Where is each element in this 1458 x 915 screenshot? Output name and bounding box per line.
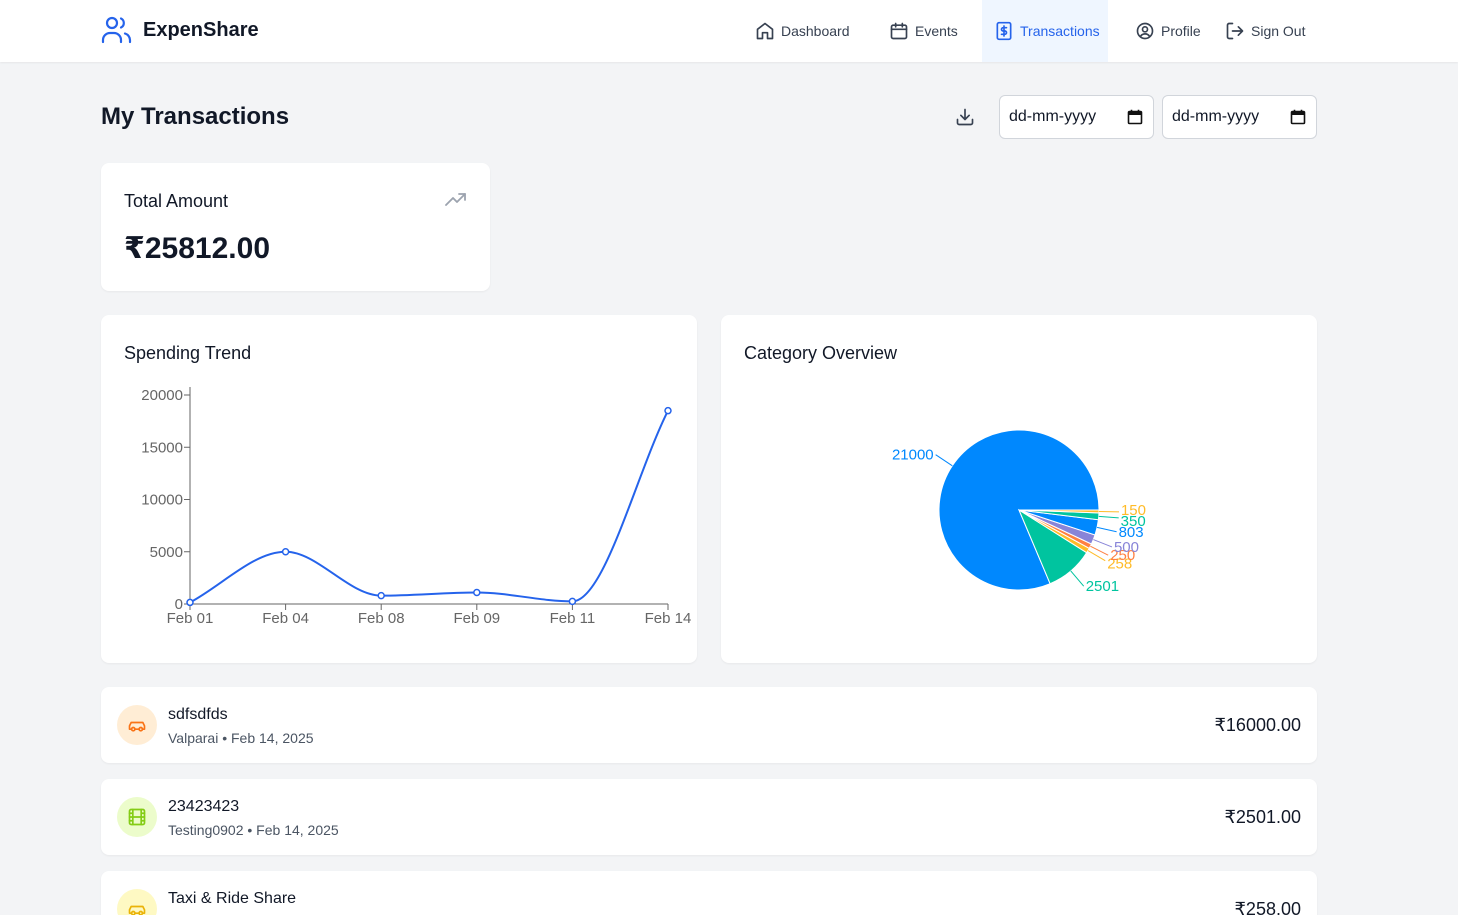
download-button[interactable] xyxy=(951,103,979,131)
x-tick-label: Feb 01 xyxy=(167,610,214,627)
transaction-amount: ₹16000.00 xyxy=(1214,715,1301,735)
nav-events[interactable]: Events xyxy=(889,0,959,62)
transaction-amount: ₹2501.00 xyxy=(1224,807,1301,827)
data-point[interactable] xyxy=(473,588,481,597)
nav-profile-label: Profile xyxy=(1161,23,1201,39)
pie-label-line xyxy=(1090,545,1109,556)
calendar-icon[interactable] xyxy=(1290,109,1306,125)
data-point[interactable] xyxy=(377,591,385,600)
start-date-placeholder: dd-mm-yyyy xyxy=(1009,108,1097,125)
pie-label-line xyxy=(1096,526,1117,533)
nav-events-label: Events xyxy=(915,23,958,39)
end-date-input[interactable]: dd-mm-yyyy xyxy=(1162,95,1317,139)
start-date-input[interactable]: dd-mm-yyyy xyxy=(999,95,1154,139)
y-tick-label: 20000 xyxy=(141,387,183,404)
x-tick-label: Feb 11 xyxy=(550,610,596,627)
page-title: My Transactions xyxy=(101,103,290,130)
y-tick-label: 5000 xyxy=(150,544,183,561)
total-amount-value: ₹25812.00 xyxy=(124,232,271,265)
transaction-row[interactable]: sdfsdfds Valparai • Feb 14, 2025 ₹16000.… xyxy=(101,687,1317,763)
transaction-row[interactable]: 23423423 Testing0902 • Feb 14, 2025 ₹250… xyxy=(101,779,1317,855)
y-tick-label: 10000 xyxy=(141,492,183,509)
y-tick-label: 15000 xyxy=(141,439,183,456)
pie-slice-label: 803 xyxy=(1119,524,1144,541)
pie-label-line xyxy=(935,454,953,467)
nav-transactions-label: Transactions xyxy=(1020,23,1100,39)
dollar-receipt-icon xyxy=(996,21,1012,41)
nav-dashboard[interactable]: Dashboard xyxy=(755,0,851,62)
total-amount-label: Total Amount xyxy=(124,191,229,211)
trending-up-icon xyxy=(445,193,466,206)
data-point[interactable] xyxy=(568,597,577,606)
pie-slice-label: 21000 xyxy=(892,447,934,464)
nav-sign-out-label: Sign Out xyxy=(1251,23,1306,39)
series-line xyxy=(189,410,669,604)
nav-dashboard-label: Dashboard xyxy=(781,23,850,39)
data-point[interactable] xyxy=(664,406,672,415)
spending-trend-card: Spending Trend 0 5000 10000 15000 20000 Feb 0… xyxy=(101,315,697,663)
pie-label-line xyxy=(1093,539,1113,548)
transaction-subtitle: Valparai • Feb 14, 2025 xyxy=(168,730,314,746)
brand[interactable]: ExpenShare xyxy=(101,14,259,46)
film-icon xyxy=(128,808,146,826)
pie-slice-label: 150 xyxy=(1121,502,1146,519)
pie-slice-label: 500 xyxy=(1114,539,1139,556)
x-tick-label: Feb 08 xyxy=(358,610,405,627)
transaction-category-badge xyxy=(117,797,157,837)
data-point[interactable] xyxy=(186,598,194,607)
car-icon xyxy=(128,721,146,732)
calendar-icon[interactable] xyxy=(1127,109,1143,125)
data-point[interactable] xyxy=(281,548,290,556)
transaction-row[interactable]: Taxi & Ride Share ₹258.00 xyxy=(101,871,1317,915)
spending-trend-title: Spending Trend xyxy=(124,343,252,363)
transaction-title: 23423423 xyxy=(168,798,240,815)
category-overview-title: Category Overview xyxy=(744,343,898,363)
transaction-amount: ₹258.00 xyxy=(1234,899,1301,915)
transaction-category-badge xyxy=(117,705,157,745)
pie-slice-label: 2501 xyxy=(1086,578,1119,595)
nav-sign-out[interactable]: Sign Out xyxy=(1225,0,1309,62)
pie-label-line xyxy=(1098,515,1119,519)
pie-label-line xyxy=(1087,550,1106,562)
brand-name: ExpenShare xyxy=(143,18,259,41)
nav-profile[interactable]: Profile xyxy=(1135,0,1205,62)
nav-transactions[interactable]: Transactions xyxy=(982,0,1108,62)
category-overview-card: Category Overview 21000 2501 258 250 500 803 3… xyxy=(721,315,1317,663)
spending-trend-chart: 0 5000 10000 15000 20000 Feb 01 Feb 04 Feb 08 Fe… xyxy=(141,387,692,627)
end-date-placeholder: dd-mm-yyyy xyxy=(1172,108,1260,125)
y-tick-label: 0 xyxy=(175,596,183,613)
pie-label-line xyxy=(1070,570,1085,587)
pie-slice-label: 258 xyxy=(1107,556,1132,573)
calendar-icon xyxy=(890,22,908,40)
x-tick-label: Feb 04 xyxy=(262,610,309,627)
top-navbar: ExpenShare Dashboard Events Transactions… xyxy=(0,0,1458,62)
total-amount-card: Total Amount ₹25812.00 xyxy=(101,163,490,291)
logout-icon xyxy=(1226,22,1244,40)
transaction-subtitle: Testing0902 • Feb 14, 2025 xyxy=(168,822,339,838)
transaction-title: Taxi & Ride Share xyxy=(168,890,297,907)
transaction-category-badge xyxy=(117,889,157,915)
home-icon xyxy=(756,22,774,40)
x-tick-label: Feb 09 xyxy=(453,610,500,627)
x-tick-label: Feb 14 xyxy=(645,610,692,627)
download-icon xyxy=(956,108,974,126)
car-icon xyxy=(128,905,146,915)
pie-slice-label: 250 xyxy=(1110,547,1135,564)
users-icon xyxy=(101,16,132,44)
pie-slice-label: 350 xyxy=(1121,513,1146,530)
user-circle-icon xyxy=(1136,22,1154,40)
transaction-title: sdfsdfds xyxy=(168,706,228,723)
